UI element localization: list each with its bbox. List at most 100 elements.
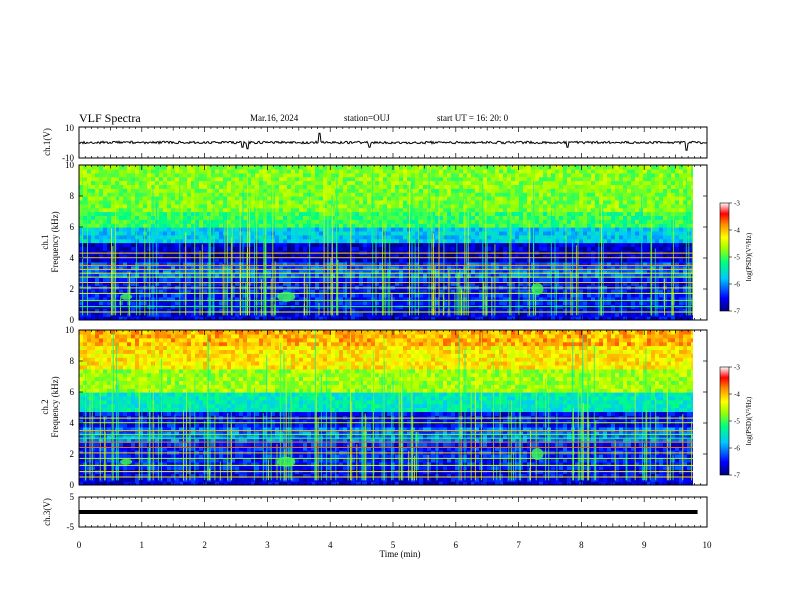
- spectrogram-cell: [527, 207, 532, 213]
- spectrogram-cell: [563, 176, 568, 182]
- spectrogram-cell: [455, 176, 460, 182]
- spectrogram-cell: [251, 316, 256, 320]
- spectrogram-cell: [107, 227, 112, 232]
- spectrogram-cell: [439, 285, 444, 290]
- spectrogram-cell: [479, 308, 484, 313]
- spectrogram-cell: [555, 238, 560, 244]
- spectrogram-cell: [527, 196, 532, 201]
- spectrogram-cell: [139, 188, 144, 193]
- spectrogram-cell: [207, 168, 212, 174]
- spectrogram-cell: [279, 223, 284, 228]
- spectrogram-cell: [383, 316, 388, 320]
- spectrogram-cell: [87, 223, 92, 228]
- spectrogram-cell: [111, 250, 116, 255]
- spectrogram-cell: [571, 281, 576, 286]
- spectrogram-cell: [91, 254, 96, 259]
- spectrogram-cell: [127, 246, 132, 251]
- spectrogram-cell: [555, 312, 560, 317]
- spectrogram-cell: [299, 165, 304, 170]
- spectrogram-cell: [495, 258, 500, 263]
- spectrogram-cell: [555, 292, 560, 298]
- spectrogram-cell: [539, 273, 544, 278]
- spectrogram-cell: [339, 250, 344, 255]
- spectrogram-cell: [423, 234, 428, 240]
- spectrogram-cell: [195, 234, 200, 240]
- spectrogram-cell: [343, 238, 348, 244]
- spectrogram-cell: [91, 238, 96, 244]
- spectrogram-cell: [475, 261, 480, 267]
- spectrogram-cell: [295, 242, 300, 247]
- spectrogram-cell: [103, 196, 108, 201]
- spectrogram-cell: [375, 242, 380, 247]
- spectrogram-cell: [415, 250, 420, 255]
- spectrogram-cell: [343, 219, 348, 224]
- spectrogram-cell: [519, 188, 524, 193]
- spectrogram-cell: [411, 188, 416, 193]
- spectrogram-cell: [303, 199, 308, 205]
- spectrogram-cell: [399, 316, 404, 320]
- spectrogram-cell: [99, 296, 104, 302]
- spectrogram-cell: [103, 165, 108, 170]
- spectrogram-cell: [331, 254, 336, 259]
- spectrogram-cell: [439, 316, 444, 320]
- spectrogram-cell: [331, 188, 336, 193]
- spectrogram-cell: [547, 199, 552, 205]
- spectrogram-cell: [443, 215, 448, 220]
- spectrogram-cell: [299, 211, 304, 216]
- spectrogram-cell: [91, 273, 96, 278]
- spectrogram-cell: [235, 250, 240, 255]
- spectrogram-cell: [167, 296, 172, 302]
- spectrogram-cell: [547, 308, 552, 313]
- spectrogram-cell: [247, 165, 252, 170]
- spectrogram-cell: [215, 219, 220, 224]
- spectrogram-cell: [367, 296, 372, 302]
- spectrogram-cell: [515, 234, 520, 240]
- spectrogram-cell: [363, 188, 368, 193]
- spectrogram-cell: [451, 184, 456, 189]
- spectrogram-cell: [343, 246, 348, 251]
- spectrogram-cell: [291, 227, 296, 232]
- spectrogram-cell: [163, 246, 168, 251]
- spectrogram-cell: [127, 250, 132, 255]
- spectrogram-cell: [443, 254, 448, 259]
- spectrogram-cell: [367, 165, 372, 170]
- spectrogram-cell: [563, 289, 568, 294]
- spectrogram-cell: [267, 238, 272, 244]
- spectrogram-cell: [135, 230, 140, 236]
- spectrogram-cell: [255, 277, 260, 282]
- spectrogram-cell: [575, 316, 580, 320]
- spectrogram-cell: [231, 227, 236, 232]
- spectrogram-cell: [487, 184, 492, 189]
- spectrogram-cell: [395, 234, 400, 240]
- spectrogram-cell: [99, 219, 104, 224]
- spectrogram-cell: [103, 300, 108, 306]
- spectrogram-cell: [563, 269, 568, 275]
- spectrogram-cell: [207, 192, 212, 197]
- spectrogram-cell: [479, 277, 484, 282]
- spectrogram-cell: [515, 168, 520, 174]
- spectrogram-cell: [115, 199, 120, 205]
- spectrogram-cell: [275, 246, 280, 251]
- spectrogram-cell: [275, 211, 280, 216]
- spectrogram-cell: [371, 238, 376, 244]
- spectrogram-cell: [515, 184, 520, 189]
- spectrogram-cell: [487, 165, 492, 170]
- spectrogram-cell: [279, 172, 284, 178]
- spectrogram-cell: [507, 172, 512, 178]
- spectrogram-cell: [535, 184, 540, 189]
- spectrogram-cell: [459, 188, 464, 193]
- spectrogram-cell: [371, 292, 376, 298]
- spectrogram-cell: [519, 227, 524, 232]
- spectrogram-cell: [443, 277, 448, 282]
- spectrogram-cell: [567, 312, 572, 317]
- spectrogram-cell: [415, 165, 420, 170]
- spectrogram-cell: [311, 207, 316, 213]
- spectrogram-cell: [275, 300, 280, 306]
- spectrogram-cell: [463, 168, 468, 174]
- spectrogram-cell: [559, 312, 564, 317]
- spectrogram-cell: [503, 254, 508, 259]
- spectrogram-cell: [203, 196, 208, 201]
- spectrogram-cell: [155, 176, 160, 182]
- spectrogram-cell: [391, 227, 396, 232]
- spectrogram-cell: [475, 296, 480, 302]
